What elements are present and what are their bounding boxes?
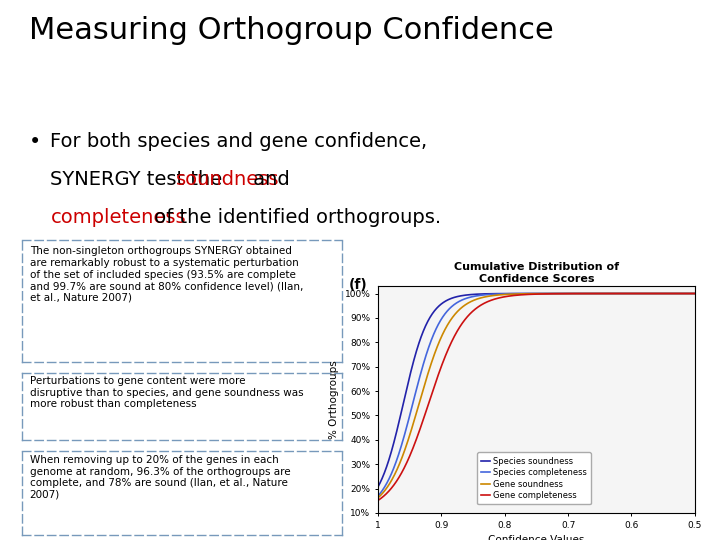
Legend: Species soundness, Species completeness, Gene soundness, Gene completeness: Species soundness, Species completeness,… [477,453,591,504]
Species soundness [502,291,510,297]
Line: Species completeness: Species completeness [378,294,695,496]
Line: Gene soundness: Gene soundness [378,294,695,498]
Species completeness [513,291,522,297]
Gene completeness [626,291,635,297]
Species completeness [591,291,600,297]
Species completeness [621,291,629,297]
Gene completeness [621,291,629,297]
Text: completeness: completeness [50,208,186,227]
Text: When removing up to 20% of the genes in each
genome at random, 96.3% of the orth: When removing up to 20% of the genes in … [30,455,290,500]
Text: •: • [29,132,41,152]
Gene soundness [374,495,382,501]
Species soundness [690,291,699,297]
Text: and: and [247,170,289,189]
Line: Species soundness: Species soundness [378,294,695,487]
Text: of the identified orthogroups.: of the identified orthogroups. [148,208,441,227]
Species completeness [374,492,382,499]
Title: Cumulative Distribution of
Confidence Scores: Cumulative Distribution of Confidence Sc… [454,262,619,284]
Gene soundness [513,291,522,297]
Text: Perturbations to gene content were more
disruptive than to species, and gene sou: Perturbations to gene content were more … [30,376,303,409]
Gene soundness [626,291,635,297]
Gene completeness [374,497,382,504]
Species completeness [502,291,510,297]
Gene completeness [502,293,510,300]
Gene completeness [690,291,699,297]
Gene soundness [690,291,699,297]
Species soundness [591,291,600,297]
Text: For both species and gene confidence,: For both species and gene confidence, [50,132,428,151]
Gene soundness [621,291,629,297]
Text: (f): (f) [349,278,368,292]
Species soundness [374,484,382,490]
Species soundness [626,291,635,297]
Species soundness [621,291,629,297]
Species soundness [513,291,522,297]
Species soundness [406,370,415,377]
Gene soundness [406,430,415,436]
Text: Measuring Orthogroup Confidence: Measuring Orthogroup Confidence [29,16,554,45]
X-axis label: Confidence Values: Confidence Values [488,535,585,540]
Species completeness [406,410,415,416]
Text: SYNERGY test the: SYNERGY test the [50,170,229,189]
Gene soundness [502,291,510,298]
Species completeness [626,291,635,297]
Gene completeness [591,291,600,297]
Gene soundness [591,291,600,297]
Species completeness [690,291,699,297]
Line: Gene completeness: Gene completeness [378,294,695,501]
Text: soundness: soundness [176,170,280,189]
Y-axis label: % Orthogroups: % Orthogroups [329,360,339,439]
Gene completeness [406,451,415,458]
Gene completeness [513,292,522,299]
Text: The non-singleton orthogroups SYNERGY obtained
are remarkably robust to a system: The non-singleton orthogroups SYNERGY ob… [30,246,303,303]
